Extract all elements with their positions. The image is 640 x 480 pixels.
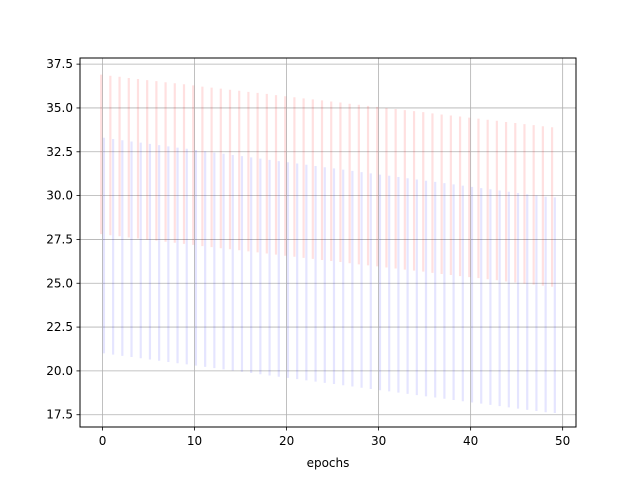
y-axis: 17.5 20.0 22.5 25.0 27.5 30.0 32.5 35.0 37.5 [46, 57, 80, 422]
plot-frame [79, 57, 577, 428]
y-tick-label: 25.0 [46, 276, 73, 290]
y-tick-label: 35.0 [46, 101, 73, 115]
y-tick-label: 32.5 [46, 145, 73, 159]
y-tick-label: 17.5 [46, 408, 73, 422]
y-tick-label: 20.0 [46, 364, 73, 378]
x-tick-label: 0 [99, 434, 107, 448]
y-tick-label: 27.5 [46, 232, 73, 246]
x-tick-label: 10 [187, 434, 202, 448]
series-layer [100, 74, 556, 413]
grid-lines [80, 58, 576, 427]
x-tick-label: 20 [279, 434, 294, 448]
x-tick-label: 50 [555, 434, 570, 448]
series-1 [102, 137, 556, 413]
x-tick-label: 30 [371, 434, 386, 448]
x-axis: 0 10 20 30 40 50 [99, 427, 570, 448]
series-0 [100, 74, 554, 287]
x-tick-label: 40 [463, 434, 478, 448]
y-tick-label: 30.0 [46, 189, 73, 203]
y-tick-label: 22.5 [46, 320, 73, 334]
y-tick-label: 37.5 [46, 57, 73, 71]
x-axis-label: epochs [307, 456, 350, 470]
